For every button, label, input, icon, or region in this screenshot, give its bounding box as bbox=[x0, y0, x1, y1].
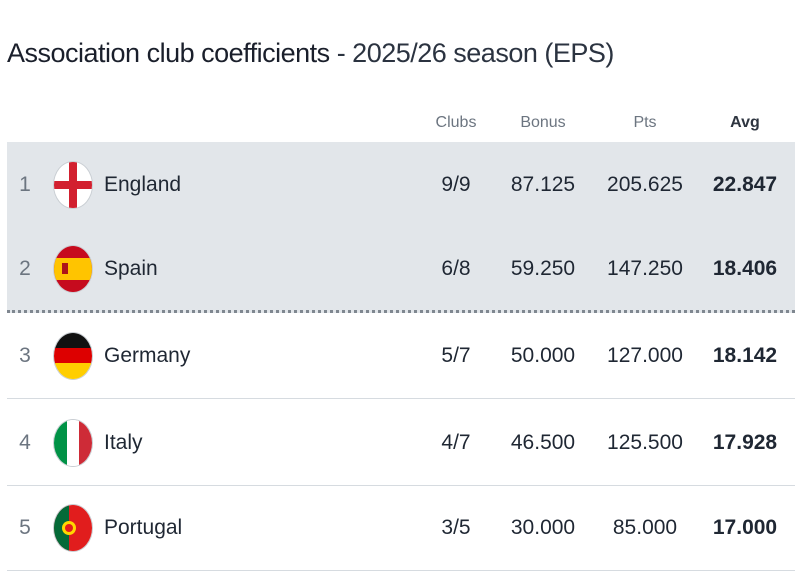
avg-value: 18.142 bbox=[712, 343, 778, 367]
germany-flag-icon bbox=[54, 332, 92, 379]
country-name[interactable]: Italy bbox=[104, 430, 143, 454]
clubs-value: 9/9 bbox=[441, 172, 471, 196]
pts-value: 147.250 bbox=[607, 256, 683, 280]
table-row[interactable]: 2 Spain 6/8 59.250 147.250 18.406 bbox=[7, 227, 795, 313]
italy-flag-icon bbox=[54, 419, 92, 466]
country-name[interactable]: Spain bbox=[104, 256, 158, 280]
country-name[interactable]: Germany bbox=[104, 343, 191, 367]
bonus-value: 30.000 bbox=[510, 515, 576, 539]
rank: 1 bbox=[19, 172, 31, 196]
table-row[interactable]: 1 England 9/9 87.125 205.625 22.847 bbox=[7, 142, 795, 228]
rank: 3 bbox=[19, 343, 31, 367]
page-title: Association club coefficients - 2025/26 … bbox=[7, 38, 614, 69]
bonus-value: 87.125 bbox=[510, 172, 576, 196]
avg-value: 17.000 bbox=[712, 515, 778, 539]
table-row[interactable]: 5 Portugal 3/5 30.000 85.000 17.000 bbox=[7, 485, 795, 571]
column-header-bonus[interactable]: Bonus bbox=[520, 114, 566, 131]
pts-value: 205.625 bbox=[607, 172, 683, 196]
title-main: Association club coefficients bbox=[7, 38, 330, 68]
avg-value: 18.406 bbox=[712, 256, 778, 280]
clubs-value: 5/7 bbox=[441, 343, 471, 367]
table-row[interactable]: 3 Germany 5/7 50.000 127.000 18.142 bbox=[7, 313, 795, 399]
table-row[interactable]: 4 Italy 4/7 46.500 125.500 17.928 bbox=[7, 400, 795, 486]
bonus-value: 46.500 bbox=[510, 430, 576, 454]
avg-value: 22.847 bbox=[712, 172, 778, 196]
table-header: Clubs Bonus Pts Avg bbox=[7, 114, 795, 138]
clubs-value: 6/8 bbox=[441, 256, 471, 280]
bonus-value: 50.000 bbox=[510, 343, 576, 367]
spain-flag-icon bbox=[54, 245, 92, 292]
pts-value: 127.000 bbox=[607, 343, 683, 367]
column-header-clubs[interactable]: Clubs bbox=[435, 114, 477, 131]
title-season: - 2025/26 season (EPS) bbox=[329, 38, 615, 68]
rank: 4 bbox=[19, 430, 31, 454]
rank: 2 bbox=[19, 256, 31, 280]
avg-value: 17.928 bbox=[712, 430, 778, 454]
portugal-flag-icon bbox=[54, 504, 92, 551]
bonus-value: 59.250 bbox=[510, 256, 576, 280]
column-header-pts[interactable]: Pts bbox=[633, 114, 657, 131]
country-name[interactable]: England bbox=[104, 172, 182, 196]
country-name[interactable]: Portugal bbox=[104, 515, 183, 539]
pts-value: 85.000 bbox=[612, 515, 678, 539]
column-header-avg[interactable]: Avg bbox=[730, 114, 760, 131]
clubs-value: 3/5 bbox=[441, 515, 471, 539]
pts-value: 125.500 bbox=[607, 430, 683, 454]
england-flag-icon bbox=[54, 161, 92, 208]
rank: 5 bbox=[19, 515, 31, 539]
clubs-value: 4/7 bbox=[441, 430, 471, 454]
